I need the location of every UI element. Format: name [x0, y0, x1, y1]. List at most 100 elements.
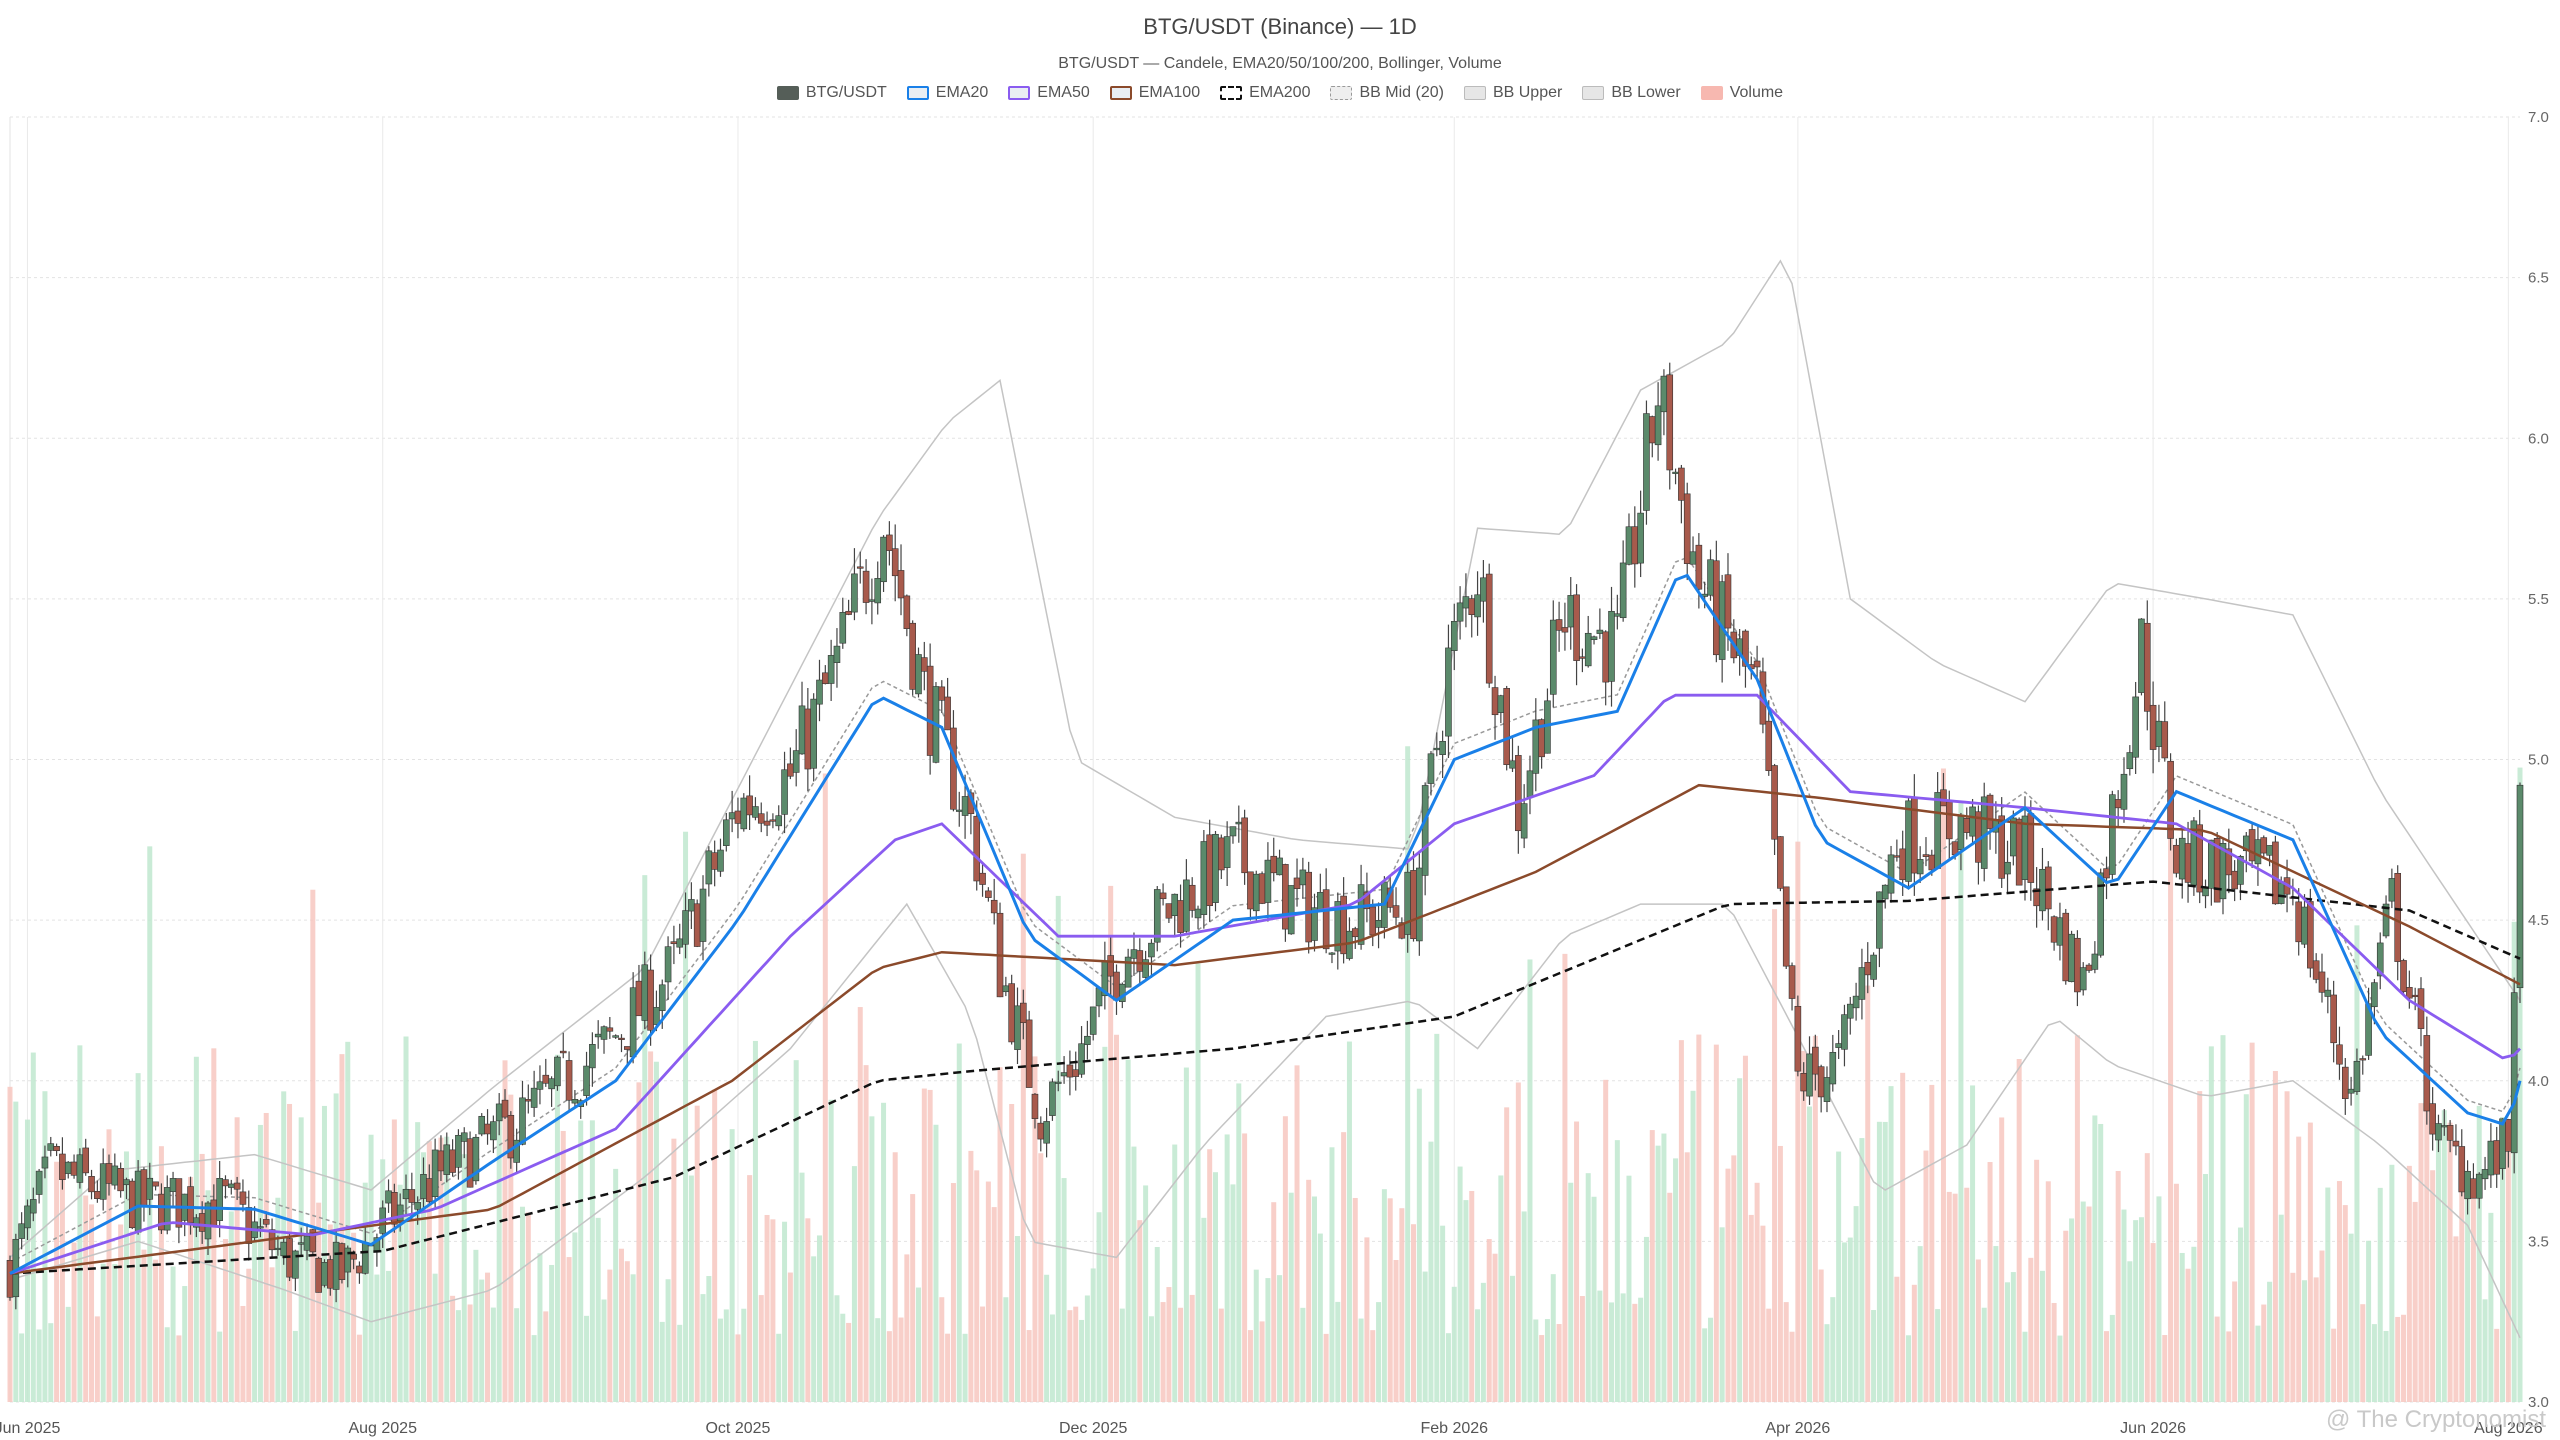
volume-bar	[950, 1183, 956, 1402]
volume-bar	[2261, 1304, 2267, 1402]
volume-bar	[1014, 1236, 1020, 1402]
candle-body	[1299, 869, 1307, 886]
volume-bar	[2435, 1140, 2441, 1402]
candle-body	[105, 1163, 113, 1184]
volume-bar	[1626, 1175, 1632, 1402]
volume-bar	[48, 1323, 54, 1402]
volume-bar	[1178, 1307, 1184, 1402]
candle-body	[2277, 882, 2285, 904]
candle-body	[2225, 848, 2233, 876]
candle-body	[1666, 374, 1674, 471]
candle-body	[1619, 562, 1627, 619]
volume-bar	[799, 1172, 805, 1402]
candle-body	[123, 1179, 130, 1186]
volume-bar	[1684, 1152, 1690, 1402]
candle-body	[1660, 375, 1668, 413]
candle-body	[723, 819, 730, 846]
volume-bar	[252, 1224, 258, 1402]
candle-body	[1194, 908, 1202, 919]
candle-body	[303, 1235, 311, 1251]
candle-body	[1200, 841, 1208, 915]
candle-body	[606, 1027, 614, 1032]
volume-bar	[991, 1207, 997, 1402]
volume-bar	[1044, 1274, 1050, 1402]
candle-body	[1782, 886, 1790, 967]
volume-bar	[840, 1313, 846, 1402]
candle-body	[1864, 962, 1872, 976]
volume-bar	[1865, 985, 1871, 1402]
volume-bar	[2214, 1316, 2220, 1402]
candle-body	[344, 1247, 352, 1273]
volume-bar	[2016, 1059, 2022, 1402]
candle-body	[2138, 618, 2145, 693]
candle-body	[1165, 903, 1173, 919]
candle-body	[140, 1169, 148, 1206]
volume-bar	[158, 1146, 164, 1402]
volume-bar	[1306, 1179, 1312, 1402]
candle-body	[1835, 1043, 1842, 1048]
candle-body	[2452, 1140, 2460, 1147]
candle-body	[851, 573, 858, 613]
candle-body	[787, 763, 794, 777]
volume-bar	[980, 1306, 986, 1402]
volume-bar	[199, 1153, 205, 1402]
volume-bar	[1160, 1302, 1166, 1402]
volume-bar	[1649, 1130, 1655, 1402]
legend-item-ema20[interactable]: EMA20	[906, 84, 988, 102]
volume-bar	[560, 1130, 566, 1402]
candle-body	[1672, 471, 1679, 474]
volume-bar	[1993, 1246, 1999, 1402]
candle-body	[1427, 753, 1435, 784]
volume-bar	[2389, 1164, 2395, 1402]
volume-bar	[776, 1333, 782, 1402]
candle-body	[2324, 989, 2332, 997]
candle-body	[973, 815, 981, 882]
volume-bar	[525, 1212, 531, 1402]
volume-bar	[566, 1257, 572, 1402]
volume-bar	[968, 1150, 974, 1402]
legend-item-volume[interactable]: Volume	[1700, 84, 1783, 102]
candle-body	[309, 1229, 317, 1253]
candle-body	[1229, 826, 1237, 837]
legend-item-btg-usdt[interactable]: BTG/USDT	[776, 84, 887, 102]
y-tick-label: 3.5	[2528, 1233, 2549, 1250]
legend-item-bb-lower[interactable]: BB Lower	[1582, 84, 1681, 102]
volume-bar	[1125, 1059, 1131, 1402]
volume-bar	[881, 1102, 887, 1402]
legend-item-bb-mid-20[interactable]: BB Mid (20)	[1330, 84, 1444, 102]
candle-body	[111, 1165, 119, 1186]
volume-bar	[59, 1160, 65, 1402]
candle-body	[1078, 1043, 1085, 1075]
volume-bar	[1667, 1192, 1673, 1402]
candle-body	[1561, 627, 1569, 633]
legend-item-ema200[interactable]: EMA200	[1220, 84, 1310, 102]
candle-body	[1008, 983, 1015, 1043]
volume-bar	[1579, 1296, 1585, 1402]
volume-bar	[1515, 1082, 1521, 1402]
candle-body	[1212, 833, 1219, 903]
candle-body	[1794, 1005, 1802, 1072]
candle-body	[688, 899, 695, 912]
candle-body	[647, 969, 654, 1031]
volume-bar	[933, 1124, 939, 1402]
volume-bar	[1009, 1104, 1015, 1402]
volume-bar	[1847, 1237, 1853, 1402]
candle-body	[1497, 695, 1505, 713]
legend-label: BB Mid (20)	[1359, 84, 1444, 101]
x-tick-label: Oct 2025	[705, 1420, 770, 1437]
legend-item-ema100[interactable]: EMA100	[1109, 84, 1200, 102]
candle-body	[798, 705, 806, 755]
volume-bar	[1003, 1297, 1009, 1402]
volume-bar	[1405, 746, 1411, 1402]
candle-body	[1934, 792, 1941, 869]
candle-body	[426, 1178, 433, 1202]
volume-bar	[665, 1279, 671, 1402]
volume-bar	[77, 1045, 83, 1402]
legend-item-ema50[interactable]: EMA50	[1008, 84, 1090, 102]
candle-body	[2126, 752, 2134, 770]
candle-body	[1066, 1064, 1074, 1078]
legend-item-bb-upper[interactable]: BB Upper	[1463, 84, 1562, 102]
volume-bar	[19, 1333, 25, 1402]
volume-bar	[816, 1235, 822, 1402]
